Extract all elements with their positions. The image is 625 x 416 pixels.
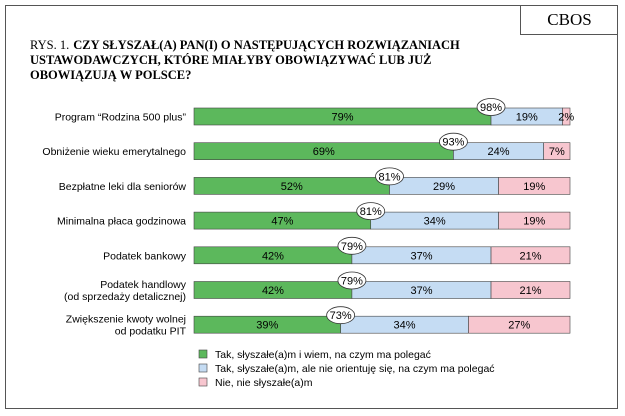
total-marker (326, 306, 356, 325)
figure-prefix: RYS. 1. (30, 38, 70, 52)
category-label: Podatek bankowy (103, 250, 187, 262)
data-label: 42% (262, 285, 284, 297)
data-label: 42% (262, 250, 284, 262)
legend-label: Tak, słyszałe(a)m, ale nie orientuję się… (215, 363, 495, 375)
data-label: 19% (523, 181, 545, 193)
data-label: 37% (410, 250, 432, 262)
data-label: 7% (549, 146, 565, 158)
total-marker (356, 202, 386, 221)
total-label: 73% (330, 310, 352, 322)
data-label: 47% (271, 216, 293, 228)
bar-segment (468, 315, 571, 334)
legend-swatch (198, 377, 208, 387)
data-label: 24% (488, 146, 510, 158)
category-label: Obniżenie wieku emerytalnego (42, 146, 186, 158)
data-label: 21% (520, 285, 542, 297)
data-label: 27% (508, 320, 530, 332)
category-label: Bezpłatne leki dla seniorów (59, 181, 187, 193)
data-label: 34% (394, 320, 416, 332)
data-label: 34% (424, 216, 446, 228)
total-label: 81% (379, 171, 401, 183)
bar-segment (543, 142, 571, 160)
chart-title: RYS. 1. CZY SŁYSZAŁ(A) PAN(I) O NASTĘPUJĄ… (30, 38, 500, 83)
data-label: 37% (410, 285, 432, 297)
data-label: 19% (523, 216, 545, 228)
total-marker (439, 132, 468, 151)
total-marker (375, 167, 404, 186)
bar-segment (490, 281, 571, 299)
data-label: 69% (313, 146, 335, 158)
data-label: 39% (256, 320, 278, 332)
category-label: od podatku PIT (115, 326, 187, 338)
total-label: 98% (480, 102, 502, 114)
legend-swatch (198, 363, 208, 373)
data-label: 29% (433, 181, 455, 193)
legend-label: Nie, nie słyszałe(a)m (215, 377, 313, 389)
category-label: (od sprzedaży detalicznej) (64, 291, 186, 303)
legend-swatch (198, 349, 208, 359)
total-label: 81% (360, 206, 382, 218)
bar-segment (490, 246, 571, 265)
total-label: 93% (442, 137, 464, 149)
figure-frame (5, 5, 618, 409)
bar-segment (498, 211, 571, 230)
chart-title-text: CZY SŁYSZAŁ(A) PAN(I) O NASTĘPUJĄCYCH RO… (30, 38, 460, 82)
data-label: 79% (332, 112, 354, 124)
total-label: 79% (341, 276, 363, 288)
total-marker (476, 98, 506, 116)
legend-label: Tak, słyszałe(a)m i wiem, na czym ma pol… (215, 349, 431, 361)
total-marker (337, 236, 367, 255)
bar-segment (562, 107, 571, 126)
data-label: 19% (516, 112, 538, 124)
category-label: Minimalna płaca godzinowa (57, 216, 186, 228)
category-label: Program “Rodzina 500 plus” (55, 112, 187, 124)
total-marker (337, 271, 367, 290)
data-label: 52% (281, 181, 303, 193)
total-label: 79% (341, 241, 363, 253)
data-label: 21% (520, 250, 542, 262)
data-label: 2% (558, 112, 574, 124)
brand-logo: CBOS (520, 5, 618, 35)
category-label: Zwiększenie kwoty wolnej (66, 314, 186, 326)
bar-segment (498, 177, 571, 195)
category-label: Podatek handlowy (100, 279, 187, 291)
